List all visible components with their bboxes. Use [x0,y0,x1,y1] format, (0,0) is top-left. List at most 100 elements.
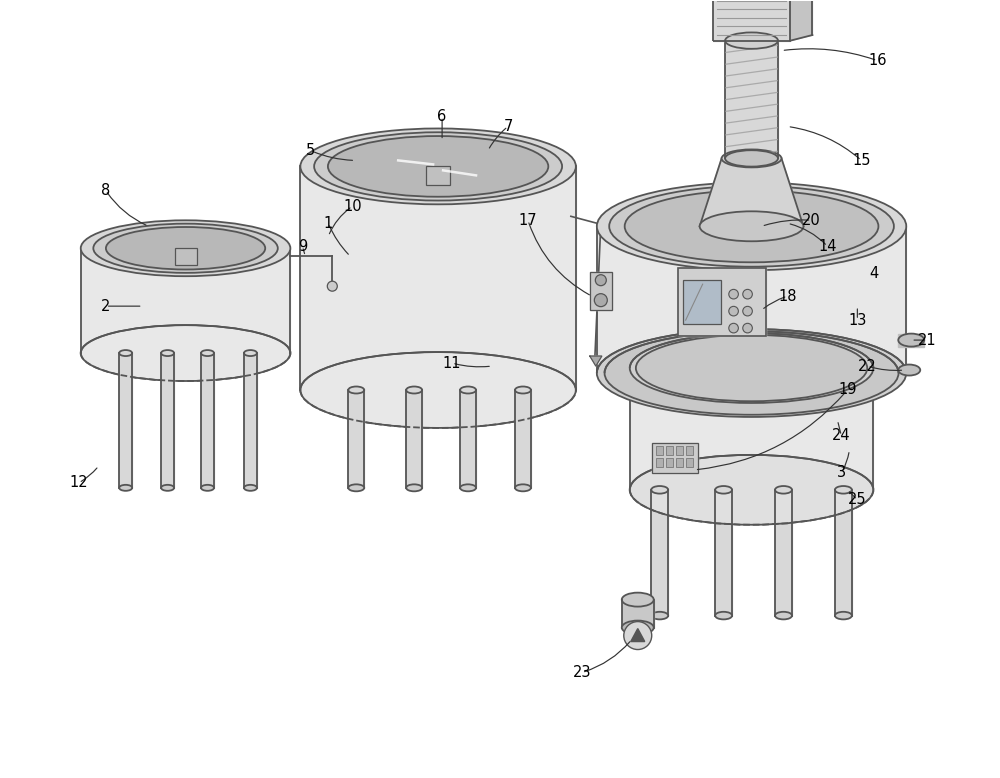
Ellipse shape [201,350,214,356]
Ellipse shape [515,387,531,394]
Circle shape [729,289,738,299]
Text: 11: 11 [443,356,461,370]
Ellipse shape [406,387,422,394]
Ellipse shape [636,335,867,401]
Ellipse shape [300,128,576,205]
Text: 13: 13 [848,313,867,328]
Bar [676,458,683,467]
Ellipse shape [244,350,257,356]
Polygon shape [597,226,906,373]
Polygon shape [201,353,214,488]
Bar [656,458,663,467]
Text: 18: 18 [778,289,797,303]
Ellipse shape [406,485,422,492]
Ellipse shape [328,136,548,197]
Ellipse shape [609,186,894,267]
Ellipse shape [775,486,792,493]
Bar [678,268,766,336]
Polygon shape [835,490,852,615]
Bar [683,280,721,324]
Ellipse shape [630,455,873,524]
Text: 23: 23 [573,665,591,680]
Polygon shape [775,490,792,615]
Ellipse shape [725,33,778,49]
Polygon shape [244,353,257,488]
Bar [686,458,693,467]
Ellipse shape [725,150,778,166]
Bar [175,248,197,265]
Ellipse shape [597,329,906,417]
Ellipse shape [244,485,257,491]
Text: 19: 19 [838,383,857,398]
Text: 3: 3 [837,465,846,480]
Bar [656,447,663,455]
Ellipse shape [651,486,668,493]
Polygon shape [81,248,290,353]
Polygon shape [348,390,364,488]
Polygon shape [175,248,197,265]
Ellipse shape [161,485,174,491]
Polygon shape [622,600,654,628]
Text: 4: 4 [870,266,879,281]
Bar [676,447,683,455]
Circle shape [595,275,606,286]
Circle shape [729,324,738,333]
Bar [666,458,673,467]
Text: 25: 25 [848,492,867,507]
Ellipse shape [314,132,562,201]
Bar [652,443,698,473]
Text: 1: 1 [324,216,333,231]
Text: 20: 20 [802,213,821,228]
Ellipse shape [630,333,873,403]
Bar [590,272,612,310]
Ellipse shape [348,387,364,394]
Text: 17: 17 [519,213,537,228]
Bar [686,447,693,455]
Polygon shape [713,0,790,40]
Text: 21: 21 [918,332,937,348]
Text: 14: 14 [818,239,837,254]
Text: 9: 9 [298,239,307,254]
Polygon shape [630,368,873,490]
Ellipse shape [119,485,132,491]
Polygon shape [406,390,422,488]
Ellipse shape [651,612,668,619]
Ellipse shape [722,149,781,167]
Ellipse shape [460,387,476,394]
Circle shape [624,622,652,650]
Polygon shape [460,390,476,488]
Polygon shape [631,629,645,642]
Text: 5: 5 [306,143,315,158]
Polygon shape [898,334,924,346]
Polygon shape [678,268,766,336]
Ellipse shape [348,485,364,492]
Ellipse shape [119,350,132,356]
Polygon shape [700,159,803,226]
Polygon shape [590,356,602,366]
Ellipse shape [605,331,899,415]
Ellipse shape [81,325,290,381]
Ellipse shape [715,612,732,619]
Polygon shape [515,390,531,488]
Text: 12: 12 [69,475,88,490]
Bar [713,0,790,40]
Text: 8: 8 [101,183,110,198]
Bar [426,166,450,185]
Ellipse shape [622,593,654,607]
Ellipse shape [835,612,852,619]
Polygon shape [651,490,668,615]
Ellipse shape [93,223,278,273]
Ellipse shape [460,485,476,492]
Ellipse shape [515,485,531,492]
Polygon shape [426,166,450,185]
Ellipse shape [597,182,906,270]
Polygon shape [300,166,576,390]
Text: 16: 16 [868,53,887,68]
Text: 22: 22 [858,359,877,373]
Polygon shape [161,353,174,488]
Ellipse shape [700,212,803,241]
Ellipse shape [161,350,174,356]
Text: 10: 10 [343,199,362,214]
Circle shape [594,293,607,307]
Ellipse shape [835,486,852,493]
